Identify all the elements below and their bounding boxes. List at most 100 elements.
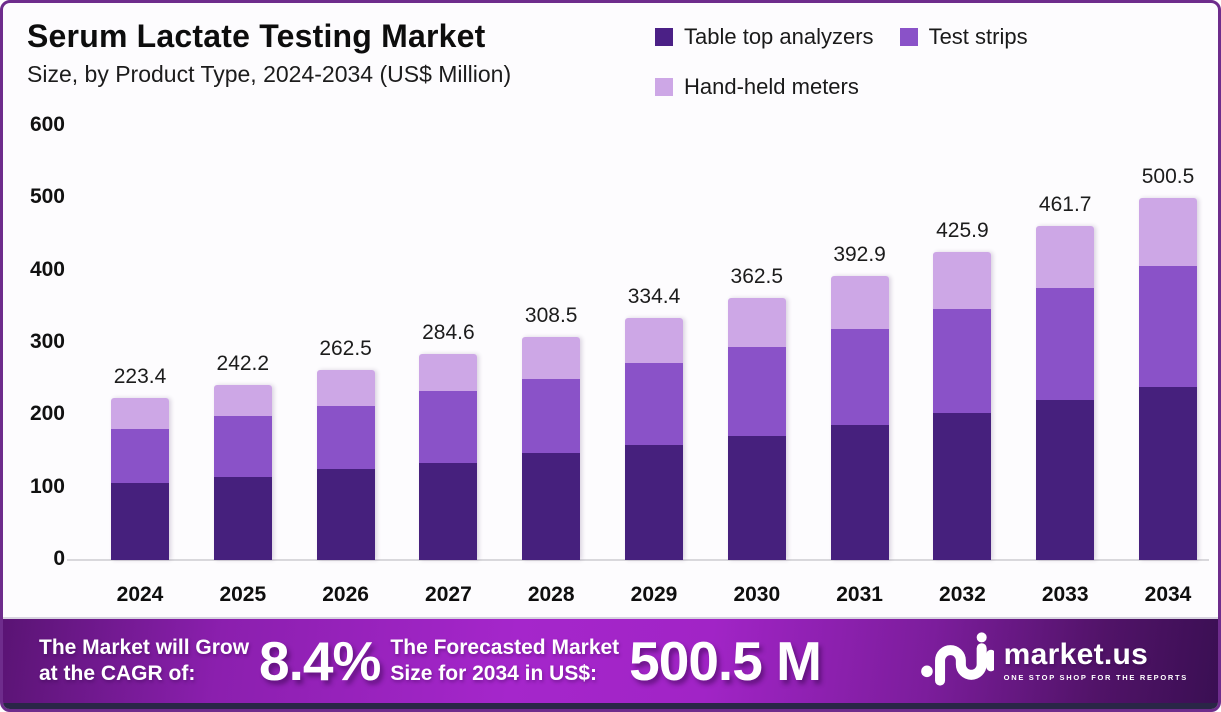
bar-segment-2026-test-strips [316, 405, 375, 470]
bar-segment-2026-table-top-analyzers [316, 469, 375, 560]
chart-title: Serum Lactate Testing Market [27, 18, 486, 54]
bar-total-label: 223.4 [113, 365, 167, 389]
bar-segment-2030-test-strips [727, 346, 786, 436]
bar-segment-2024-table-top-analyzers [111, 482, 169, 560]
bar-total-label: 308.5 [524, 303, 578, 327]
chart-header: Serum Lactate Testing Market Size, by Pr… [27, 17, 647, 88]
cagr-label-line1: The Market will Grow [39, 636, 250, 659]
bar-segment-2029-test-strips [625, 363, 683, 445]
legend-item-2: Hand-held meters [655, 73, 859, 101]
legend-swatch-icon [899, 28, 918, 46]
bar-segment-2027-hand-held-meters [419, 354, 478, 391]
bar-segment-2028-table-top-analyzers [522, 453, 581, 560]
x-axis-label: 2026 [322, 583, 369, 606]
bar-segment-2033-test-strips [1036, 287, 1095, 401]
legend-label: Hand-held meters [684, 74, 859, 99]
bar-2026 [316, 370, 375, 560]
bar-total-label: 461.7 [1038, 193, 1092, 217]
bar-segment-2033-table-top-analyzers [1036, 400, 1095, 560]
x-axis-label: 2028 [527, 583, 575, 606]
bar-2033 [1036, 226, 1095, 560]
bar-segment-2028-test-strips [522, 379, 581, 454]
y-axis-label: 200 [29, 402, 65, 426]
bar-2024 [111, 398, 169, 560]
bar-2032 [933, 251, 992, 560]
bar-segment-2031-hand-held-meters [830, 275, 889, 329]
x-axis-label: 2032 [939, 583, 986, 606]
marketus-logo: market.us ONE STOP SHOP FOR THE REPORTS [920, 630, 1188, 693]
x-axis-line [67, 559, 1209, 561]
x-axis-label: 2024 [116, 583, 164, 606]
y-axis-label: 400 [29, 257, 65, 281]
brand-tagline: ONE STOP SHOP FOR THE REPORTS [1003, 673, 1188, 682]
marketus-squiggle-icon [920, 630, 996, 693]
bar-total-label: 500.5 [1141, 164, 1195, 188]
bar-total-label: 334.4 [627, 285, 681, 309]
forecast-label: The Forecasted Market Size for 2034 in U… [390, 635, 619, 687]
plot-area: 0 100 200 300 400 500 600 223.4 2024 242.2 2025 262… [3, 3, 1218, 619]
bottom-accent-strip [3, 703, 1218, 709]
bar-segment-2027-test-strips [419, 391, 478, 463]
x-axis-label: 2030 [733, 583, 781, 606]
bar-segment-2032-hand-held-meters [933, 251, 992, 309]
bar-2030 [727, 297, 786, 560]
bar-segment-2027-table-top-analyzers [419, 462, 478, 560]
forecast-label-line1: The Forecasted Market [390, 636, 620, 659]
forecast-label-line2: Size for 2034 in US$: [390, 662, 597, 685]
bar-segment-2024-hand-held-meters [111, 398, 169, 429]
bar-segment-2030-hand-held-meters [727, 297, 786, 347]
bar-segment-2034-test-strips [1139, 265, 1197, 388]
x-axis-label: 2025 [219, 583, 267, 606]
y-axis-label: 100 [29, 474, 65, 498]
legend-item-1: Test strips [899, 23, 1028, 51]
bar-total-label: 392.9 [833, 242, 886, 266]
chart-subtitle: Size, by Product Type, 2024-2034 (US$ Mi… [27, 61, 512, 87]
bar-2025 [213, 384, 272, 560]
brand-name: market.us [1003, 638, 1149, 671]
legend-item-0: Table top analyzers [655, 23, 874, 51]
cagr-label: The Market will Grow at the CAGR of: [39, 635, 249, 687]
bar-2027 [419, 354, 478, 560]
bar-total-label: 242.2 [216, 351, 270, 375]
y-axis-label: 500 [29, 185, 65, 209]
bar-segment-2032-table-top-analyzers [933, 412, 992, 560]
bar-total-label: 262.5 [319, 337, 372, 361]
bar-segment-2026-hand-held-meters [316, 370, 375, 406]
x-axis-label: 2027 [425, 583, 472, 606]
forecast-value: 500.5 M [629, 630, 822, 692]
bar-segment-2033-hand-held-meters [1036, 226, 1095, 288]
legend-swatch-icon [655, 78, 673, 96]
legend-label: Table top analyzers [684, 24, 874, 49]
bar-segment-2029-hand-held-meters [625, 318, 683, 364]
x-axis-label: 2031 [836, 583, 883, 606]
bar-segment-2034-hand-held-meters [1139, 197, 1197, 266]
bar-segment-2031-table-top-analyzers [830, 424, 889, 560]
bar-segment-2034-table-top-analyzers [1139, 387, 1197, 560]
legend: Table top analyzers Test strips Hand-held … [655, 23, 1215, 123]
banner: The Market will Grow at the CAGR of: 8.4… [3, 617, 1218, 703]
bar-2029 [625, 318, 683, 560]
y-axis-label: 0 [53, 547, 65, 570]
bar-total-label: 362.5 [730, 264, 784, 288]
bar-segment-2029-table-top-analyzers [625, 444, 683, 560]
bar-segment-2025-test-strips [213, 416, 272, 477]
y-axis-label: 600 [29, 113, 65, 136]
bar-2031 [830, 275, 889, 560]
bar-2034 [1139, 197, 1197, 560]
y-axis-label: 300 [29, 330, 65, 353]
legend-swatch-icon [655, 28, 673, 46]
x-axis-label: 2033 [1041, 583, 1089, 606]
bar-total-label: 284.6 [422, 321, 475, 345]
bar-2028 [522, 336, 581, 560]
cagr-label-line2: at the CAGR of: [39, 662, 196, 685]
bar-segment-2024-test-strips [111, 428, 169, 483]
legend-label: Test strips [928, 24, 1028, 49]
x-axis-label: 2034 [1144, 583, 1192, 606]
x-axis-label: 2029 [630, 583, 678, 606]
bar-segment-2032-test-strips [933, 308, 992, 413]
cagr-value: 8.4% [259, 630, 381, 692]
bar-segment-2028-hand-held-meters [522, 336, 581, 379]
logo-text: market.us ONE STOP SHOP FOR THE REPORTS [1003, 638, 1188, 683]
bar-segment-2025-table-top-analyzers [213, 476, 272, 560]
